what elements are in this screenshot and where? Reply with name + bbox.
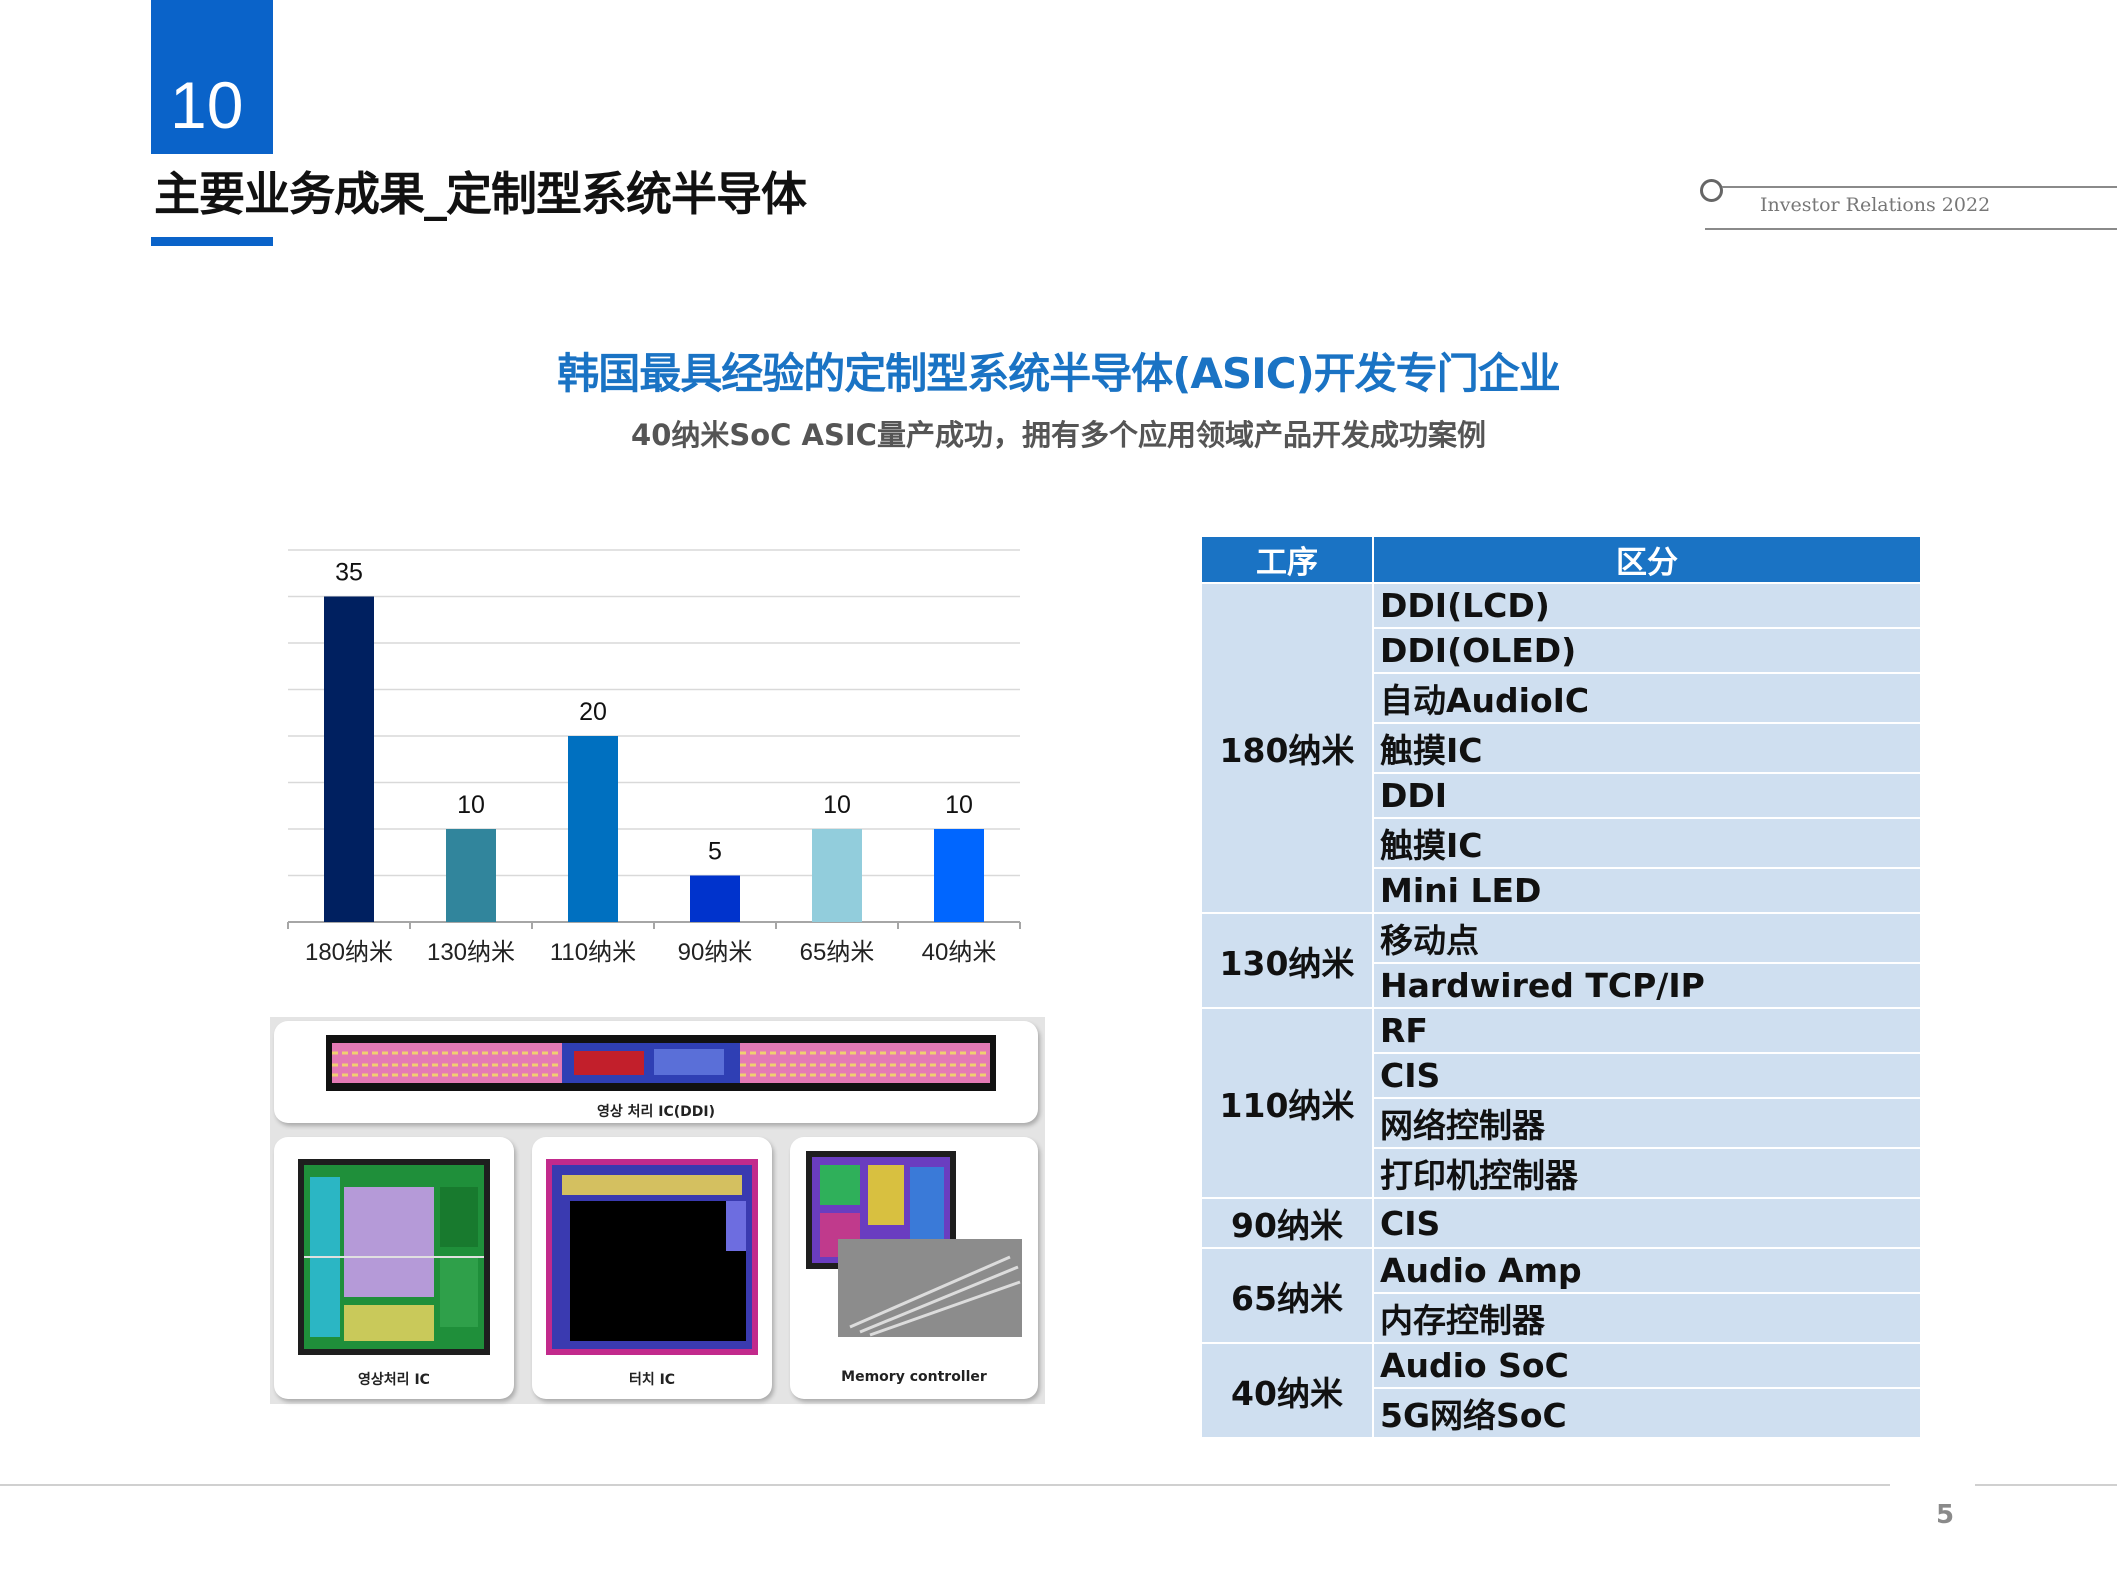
section-number: 10 <box>170 68 244 142</box>
table-row: 触摸IC <box>1202 723 1922 774</box>
table-row: 40纳米 Audio SoC <box>1202 1343 1922 1439</box>
table-row: Mini LED <box>1202 868 1922 914</box>
section-number-block <box>151 0 273 154</box>
process-cell: 110纳米 <box>1202 1008 1374 1199</box>
category-cell: 触摸IC <box>1373 723 1922 774</box>
touch-chip-caption: 터치 IC <box>628 1372 676 1388</box>
circle-icon <box>1700 179 1723 202</box>
table-row: CIS <box>1202 1053 1922 1099</box>
chart-bar <box>690 875 740 922</box>
category-cell: 打印机控制器 <box>1373 1148 1922 1199</box>
title-underline <box>151 237 273 246</box>
table-row: 触摸IC <box>1202 818 1922 869</box>
table-row: 自动AudioIC <box>1202 673 1922 724</box>
chart-category-label: 110纳米 <box>550 939 636 966</box>
table-header-row: 工序 区分 <box>1202 537 1922 584</box>
category-cell: Audio Amp <box>1373 1248 1922 1294</box>
touch-chip-image <box>546 1159 758 1355</box>
table-row: DDI <box>1202 773 1922 819</box>
table-row: 65纳米 Audio Amp <box>1202 1248 1922 1344</box>
chart-labels: 35 180纳米 10 130纳米 20 110纳米 5 90纳米 10 65纳米 10 40纳米 <box>305 559 996 967</box>
category-cell: Mini LED <box>1373 868 1922 914</box>
category-cell: DDI(OLED) <box>1373 628 1922 674</box>
ddi-chip-caption: 영상 처리 IC(DDI) <box>597 1104 715 1120</box>
chart-data-label: 35 <box>335 559 363 587</box>
process-cell: 180纳米 <box>1202 583 1374 914</box>
table-row: 130纳米 移动点 <box>1202 913 1922 1009</box>
chart-data-label: 20 <box>579 698 607 726</box>
chart-data-label: 5 <box>708 838 722 866</box>
chart-category-label: 65纳米 <box>800 939 875 966</box>
category-cell: 内存控制器 <box>1373 1293 1922 1344</box>
category-cell: 5G网络SoC <box>1373 1388 1922 1439</box>
chart-category-label: 180纳米 <box>305 939 393 966</box>
table-row: DDI(OLED) <box>1202 628 1922 674</box>
chart-bar <box>324 596 374 922</box>
chart-bar <box>934 829 984 922</box>
chart-bar <box>812 829 862 922</box>
category-cell: 网络控制器 <box>1373 1098 1922 1149</box>
process-cell: 90纳米 <box>1202 1198 1374 1249</box>
ir-divider-top <box>1722 186 2117 188</box>
table-header-category: 区分 <box>1373 537 1922 584</box>
category-cell: CIS <box>1373 1198 1922 1249</box>
ir-divider-bottom <box>1705 228 2117 230</box>
chart-bar <box>446 829 496 922</box>
image-processing-chip-image <box>298 1159 490 1355</box>
category-cell: 自动AudioIC <box>1373 673 1922 724</box>
category-cell: 移动点 <box>1373 913 1922 964</box>
category-cell: RF <box>1373 1008 1922 1054</box>
category-cell: DDI(LCD) <box>1373 583 1922 629</box>
memory-controller-chip-caption: Memory controller <box>841 1369 987 1385</box>
chart-category-label: 130纳米 <box>427 939 515 966</box>
category-cell: DDI <box>1373 773 1922 819</box>
process-cell: 40纳米 <box>1202 1343 1374 1439</box>
chart-category-label: 40纳米 <box>922 939 997 966</box>
table-row: 180纳米 DDI(LCD) <box>1202 583 1922 914</box>
table-row: 110纳米 RF <box>1202 1008 1922 1199</box>
touch-chip-card: 터치 IC <box>532 1137 772 1399</box>
headline: 韩国最具经验的定制型系统半导体(ASIC)开发专门企业 <box>557 349 1561 398</box>
category-cell: 触摸IC <box>1373 818 1922 869</box>
ddi-chip-card: 영상 처리 IC(DDI) <box>274 1021 1038 1123</box>
investor-relations-label: Investor Relations 2022 <box>1760 194 1991 216</box>
table-row: 网络控制器 <box>1202 1098 1922 1149</box>
table-row: 内存控制器 <box>1202 1293 1922 1344</box>
image-processing-chip-caption: 영상처리 IC <box>358 1372 430 1388</box>
memory-controller-chip-card: Memory controller <box>790 1137 1038 1399</box>
page-title: 主要业务成果_定制型系统半导体 <box>154 167 807 221</box>
subheadline: 40纳米SoC ASIC量产成功，拥有多个应用领域产品开发成功案例 <box>631 418 1486 452</box>
chart-data-label: 10 <box>945 791 973 819</box>
ddi-chip-image <box>326 1035 996 1091</box>
table-row: 90纳米 CIS <box>1202 1198 1922 1249</box>
chart-data-label: 10 <box>823 791 851 819</box>
table-header-process: 工序 <box>1202 537 1374 584</box>
process-cell: 65纳米 <box>1202 1248 1374 1344</box>
category-cell: Audio SoC <box>1373 1343 1922 1389</box>
table-row: 打印机控制器 <box>1202 1148 1922 1199</box>
chart-data-label: 10 <box>457 791 485 819</box>
table-row: Hardwired TCP/IP <box>1202 963 1922 1009</box>
process-cell: 130纳米 <box>1202 913 1374 1009</box>
process-bar-chart: 35 180纳米 10 130纳米 20 110纳米 5 90纳米 10 65纳米 10 40纳米 <box>287 549 1021 967</box>
chart-bars <box>324 596 984 922</box>
memory-controller-chip-image <box>806 1151 1022 1337</box>
chip-image-panel: 영상 처리 IC(DDI) 영상처리 IC 터치 IC <box>270 1017 1045 1404</box>
page-number: 5 <box>1936 1500 1955 1530</box>
chart-bar <box>568 736 618 922</box>
footer-divider <box>0 1484 1890 1486</box>
image-processing-chip-card: 영상처리 IC <box>274 1137 514 1399</box>
table-row: 5G网络SoC <box>1202 1388 1922 1439</box>
chart-gridlines <box>287 549 1021 929</box>
footer-divider-right <box>1975 1484 2117 1486</box>
chart-category-label: 90纳米 <box>678 939 753 966</box>
category-cell: Hardwired TCP/IP <box>1373 963 1922 1009</box>
process-table: 工序 区分 180纳米 DDI(LCD) DDI(OLED) 自动AudioIC… <box>1202 537 1922 1439</box>
category-cell: CIS <box>1373 1053 1922 1099</box>
